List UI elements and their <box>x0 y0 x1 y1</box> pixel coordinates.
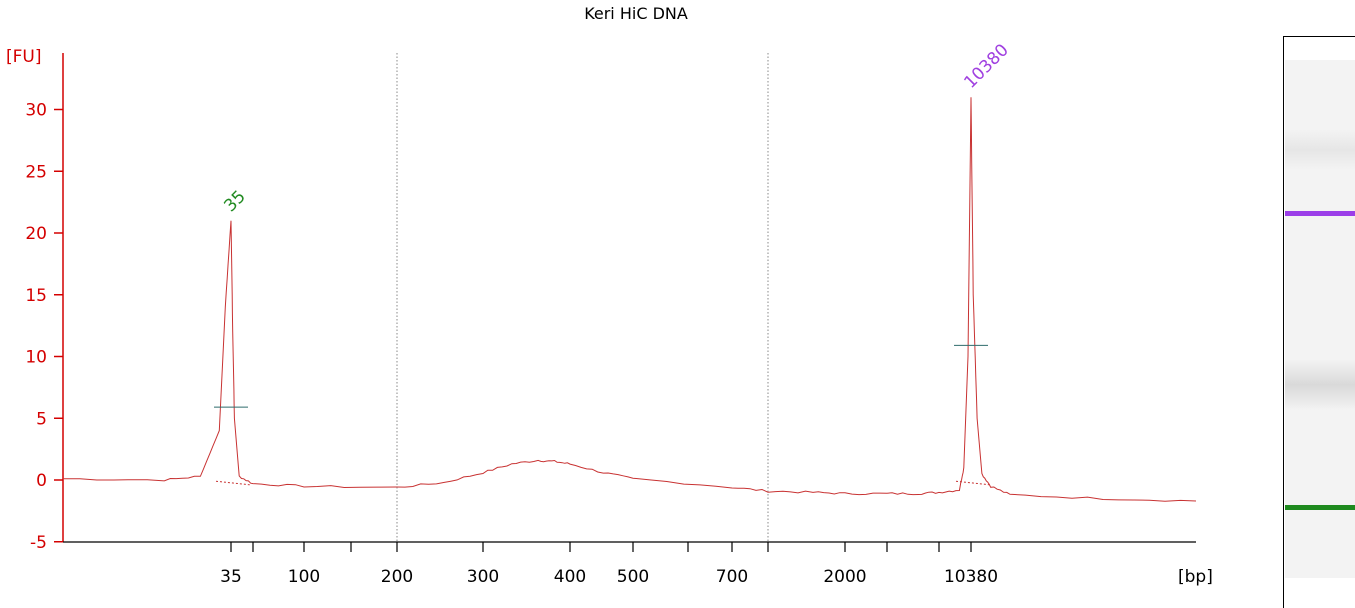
y-axis-label: [FU] <box>6 47 42 67</box>
gel-smear-upper <box>1285 130 1355 170</box>
x-tick-label: 2000 <box>823 567 866 587</box>
x-tick-label: 300 <box>467 567 499 587</box>
y-tick-label: -5 <box>30 533 47 553</box>
peak-baseline <box>215 480 252 486</box>
y-tick-label: 0 <box>36 471 47 491</box>
gel-band-lower-marker <box>1285 505 1355 510</box>
y-tick-label: 10 <box>25 348 47 368</box>
x-tick-label: 200 <box>381 567 413 587</box>
x-tick-label: 35 <box>220 567 242 587</box>
y-tick-label: 15 <box>25 286 47 306</box>
x-tick-label: 400 <box>554 567 586 587</box>
chart-title: Keri HiC DNA <box>584 4 688 23</box>
y-tick-label: 25 <box>25 162 47 182</box>
x-tick-label: 500 <box>617 567 649 587</box>
peak-label: 10380 <box>960 40 1012 92</box>
x-tick-label: 10380 <box>944 567 998 587</box>
x-tick-label: 100 <box>288 567 320 587</box>
y-tick-label: 5 <box>36 409 47 429</box>
series-trace <box>63 97 1197 502</box>
y-tick-label: 30 <box>25 101 47 121</box>
gel-band-upper-marker <box>1285 211 1355 216</box>
x-tick-label: 700 <box>716 567 748 587</box>
y-tick-label: 20 <box>25 224 47 244</box>
x-axis-label: [bp] <box>1178 567 1213 587</box>
gel-smear-middle <box>1285 360 1355 410</box>
peak-baseline <box>955 480 992 486</box>
gel-lane <box>1285 60 1355 578</box>
peak-label: 35 <box>220 187 249 216</box>
